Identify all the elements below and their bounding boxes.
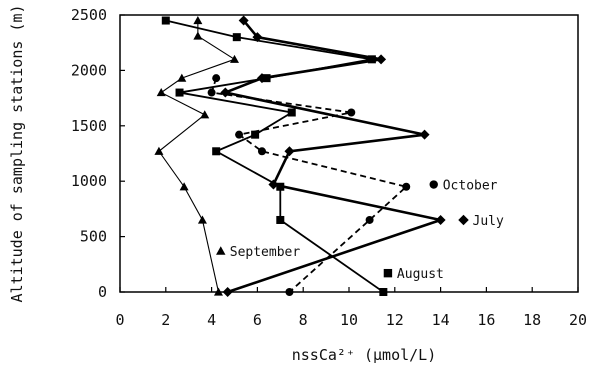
data-point-july xyxy=(284,146,295,157)
y-tick-label: 2500 xyxy=(71,6,107,24)
legend-marker-august xyxy=(383,268,393,278)
x-tick-label: 18 xyxy=(523,311,541,329)
data-point-september xyxy=(213,287,223,296)
data-point-august xyxy=(262,74,271,83)
data-point-september xyxy=(177,73,187,82)
data-point-september xyxy=(156,88,166,97)
x-tick-label: 6 xyxy=(253,311,262,329)
series-line-july xyxy=(220,19,446,294)
data-point-august xyxy=(367,55,376,64)
data-point-july xyxy=(238,15,249,26)
x-axis-title: nssCa²⁺ (μmol/L) xyxy=(292,346,437,364)
x-tick-label: 12 xyxy=(386,311,404,329)
series-line-september xyxy=(158,20,236,293)
legend-label-october: October xyxy=(443,179,498,194)
y-tick-label: 1000 xyxy=(71,172,107,190)
y-tick-label: 2000 xyxy=(71,61,107,79)
series-line-october xyxy=(210,77,409,293)
legend-label-august: August xyxy=(397,267,444,282)
data-point-august xyxy=(287,108,296,117)
data-point-july xyxy=(419,129,430,140)
x-tick-label: 16 xyxy=(477,311,495,329)
data-point-october xyxy=(285,288,294,296)
data-point-august xyxy=(276,215,285,224)
legend-label-july: July xyxy=(473,214,504,229)
series-august xyxy=(161,16,388,296)
data-point-october xyxy=(207,88,216,97)
data-point-september xyxy=(179,182,189,191)
data-point-july xyxy=(376,54,387,65)
series-october xyxy=(207,74,411,296)
x-tick-label: 4 xyxy=(207,311,216,329)
y-axis-title: Altitude of sampling stations (m) xyxy=(8,4,26,302)
data-point-september xyxy=(154,146,164,155)
data-point-october xyxy=(212,74,221,83)
y-tick-label: 0 xyxy=(98,283,107,301)
series-september xyxy=(154,16,239,296)
data-point-september xyxy=(197,215,207,224)
x-tick-label: 14 xyxy=(432,311,450,329)
y-tick-label: 1500 xyxy=(71,117,107,135)
data-point-august xyxy=(161,16,170,25)
data-point-august xyxy=(212,147,221,156)
data-point-august xyxy=(251,130,260,139)
data-point-august xyxy=(379,288,388,296)
data-point-september xyxy=(193,16,203,25)
legend-marker-october xyxy=(429,180,438,189)
x-tick-label: 8 xyxy=(299,311,308,329)
x-tick-label: 20 xyxy=(569,311,587,329)
data-point-october xyxy=(365,215,374,224)
x-tick-label: 2 xyxy=(161,311,170,329)
legend-marker-july xyxy=(458,214,469,226)
data-point-july xyxy=(222,287,233,297)
data-point-september xyxy=(193,31,203,40)
x-tick-label: 10 xyxy=(340,311,358,329)
data-point-october xyxy=(347,108,356,117)
data-point-september xyxy=(200,110,210,119)
y-tick-label: 500 xyxy=(80,228,107,246)
legend-label-september: September xyxy=(230,245,301,260)
data-point-august xyxy=(276,182,285,191)
legend-marker-september xyxy=(216,246,226,255)
x-tick-label: 0 xyxy=(115,311,124,329)
data-point-october xyxy=(402,182,411,191)
data-point-september xyxy=(230,54,239,63)
data-point-october xyxy=(257,147,266,156)
data-point-july xyxy=(435,214,446,225)
data-point-august xyxy=(232,33,241,42)
data-point-july xyxy=(220,87,231,98)
data-point-august xyxy=(175,88,184,97)
data-point-october xyxy=(235,130,244,139)
